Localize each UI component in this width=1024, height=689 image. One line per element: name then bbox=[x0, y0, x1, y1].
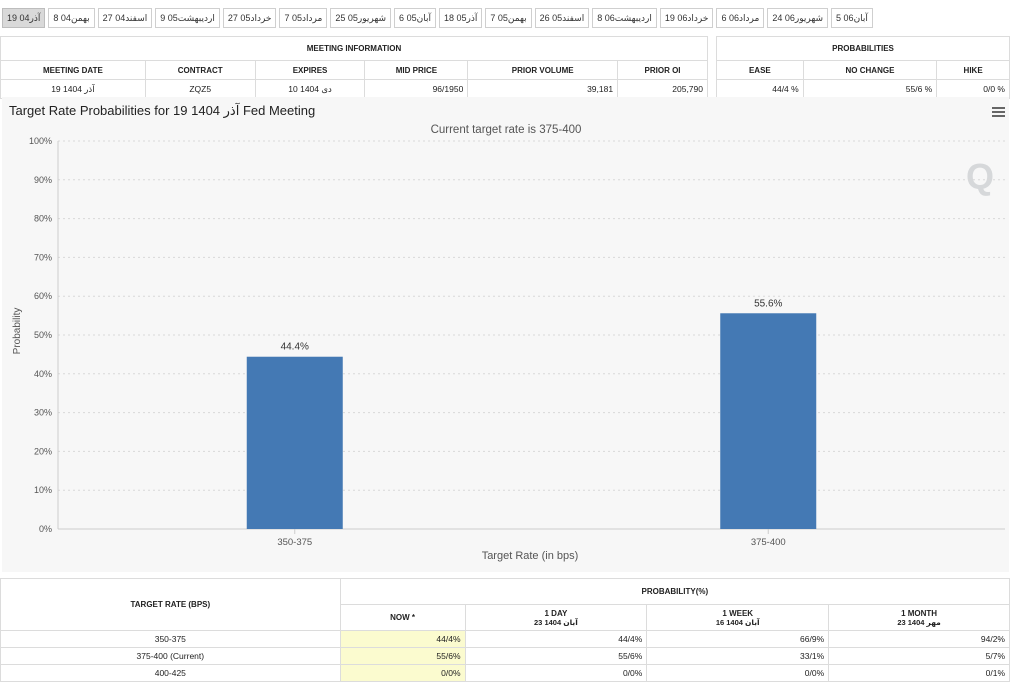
y-tick-label: 10% bbox=[34, 485, 52, 495]
chart-panel: Target Rate Probabilities for 19 آذر 140… bbox=[2, 97, 1009, 572]
period-header: 1 MONTH 23 مهر 1404 bbox=[828, 604, 1010, 631]
hike-value: 0/0 % bbox=[936, 79, 1010, 99]
y-tick-label: 40% bbox=[34, 369, 52, 379]
month-value: 94/2% bbox=[828, 630, 1010, 648]
bar-value-label: 55.6% bbox=[754, 298, 782, 309]
period-header: 1 DAY 23 آبان 1404 bbox=[464, 604, 648, 631]
col-header: CONTRACT bbox=[144, 60, 256, 80]
x-tick-label: 375-400 bbox=[751, 537, 786, 548]
contract: ZQZ5 bbox=[144, 79, 256, 99]
svg-text:Q: Q bbox=[966, 156, 994, 197]
week-value: 0/0% bbox=[646, 664, 830, 682]
meeting-tab[interactable]: آبان05 6 bbox=[394, 8, 436, 28]
meeting-tab[interactable]: آذر05 18 bbox=[438, 8, 483, 28]
probability-table: TARGET RATE (BPS) PROBABILITY(%) NOW * 1… bbox=[0, 578, 1011, 682]
y-tick-label: 80% bbox=[34, 214, 52, 224]
bar[interactable] bbox=[720, 313, 817, 529]
now-header: NOW * bbox=[339, 604, 466, 631]
now-value: 44/4% bbox=[339, 630, 466, 648]
target-rate: 350-375 bbox=[0, 630, 341, 648]
day-value: 0/0% bbox=[464, 664, 648, 682]
expires: 10 دی 1404 bbox=[254, 79, 366, 99]
week-value: 66/9% bbox=[646, 630, 830, 648]
col-header: MID PRICE bbox=[364, 60, 469, 80]
col-header: HIKE bbox=[936, 60, 1010, 80]
meeting-date: 19 آذر 1404 bbox=[0, 79, 146, 99]
day-value: 55/6% bbox=[464, 647, 648, 665]
meeting-tab[interactable]: اردیبهشت06 8 bbox=[592, 8, 657, 28]
meeting-tabs: 19 آذر04 بهمن04 8 اسفند04 27 اردیبهشت05 … bbox=[2, 8, 873, 28]
y-tick-label: 70% bbox=[34, 252, 52, 262]
meeting-tab[interactable]: خرداد06 19 bbox=[659, 8, 714, 28]
bar-value-label: 44.4% bbox=[281, 342, 309, 353]
prior-oi: 205,790 bbox=[617, 79, 708, 99]
mid-price: 96/1950 bbox=[364, 79, 469, 99]
y-tick-label: 50% bbox=[34, 330, 52, 340]
col-header: MEETING DATE bbox=[0, 60, 146, 80]
day-value: 44/4% bbox=[464, 630, 648, 648]
meeting-tab[interactable]: بهمن04 8 bbox=[48, 8, 95, 28]
table-row: 350-375 44/4% 44/4% 66/9% 94/2% bbox=[0, 630, 1010, 648]
month-value: 5/7% bbox=[828, 647, 1010, 665]
meeting-tab[interactable]: اردیبهشت05 9 bbox=[155, 8, 220, 28]
y-tick-label: 20% bbox=[34, 446, 52, 456]
meeting-tab[interactable]: بهمن05 7 bbox=[485, 8, 532, 28]
period-date: 23 آبان 1404 bbox=[534, 617, 578, 627]
chart-svg: Q Current target rate is 375-400 0% 10% 20… bbox=[12, 124, 1005, 562]
y-axis-label: Probability bbox=[12, 308, 23, 355]
ease-value: 44/4 % bbox=[716, 79, 804, 99]
month-value: 0/1% bbox=[828, 664, 1010, 682]
meeting-tab[interactable]: شهریور06 24 bbox=[767, 8, 829, 28]
bar[interactable] bbox=[246, 356, 343, 529]
meeting-tab[interactable]: شهریور05 25 bbox=[330, 8, 392, 28]
chart-title: Target Rate Probabilities for 19 آذر 140… bbox=[9, 103, 316, 118]
now-value: 0/0% bbox=[339, 664, 466, 682]
chart-subtitle: Current target rate is 375-400 bbox=[431, 124, 582, 136]
meeting-info-table: MEETING INFORMATION MEETING DATE CONTRAC… bbox=[0, 36, 708, 99]
col-header: EXPIRES bbox=[254, 60, 366, 80]
x-axis-label: Target Rate (in bps) bbox=[482, 550, 579, 562]
meeting-tab[interactable]: مرداد06 6 bbox=[716, 8, 765, 28]
q-watermark-icon: Q bbox=[966, 156, 994, 197]
meeting-tab[interactable]: اسفند05 26 bbox=[534, 8, 590, 28]
now-value: 55/6% bbox=[339, 647, 466, 665]
y-tick-label: 90% bbox=[34, 175, 52, 185]
no-change-value: 55/6 % bbox=[802, 79, 938, 99]
prior-volume: 39,181 bbox=[467, 79, 619, 99]
col-header: PRIOR OI bbox=[617, 60, 708, 80]
menu-icon[interactable] bbox=[992, 107, 1005, 118]
period-label: 1 DAY bbox=[544, 608, 568, 618]
col-header: EASE bbox=[716, 60, 804, 80]
y-tick-label: 60% bbox=[34, 291, 52, 301]
col-header: PRIOR VOLUME bbox=[467, 60, 619, 80]
target-rate: 400-425 bbox=[0, 664, 341, 682]
meeting-tab[interactable]: 19 آذر04 bbox=[2, 8, 46, 28]
table-row: 400-425 0/0% 0/0% 0/0% 0/1% bbox=[0, 664, 1010, 682]
target-rate-header: TARGET RATE (BPS) bbox=[0, 578, 341, 631]
meeting-tab[interactable]: خرداد05 27 bbox=[222, 8, 277, 28]
y-tick-label: 30% bbox=[34, 408, 52, 418]
target-rate: 375-400 (Current) bbox=[0, 647, 341, 665]
probability-header: PROBABILITY(%) bbox=[339, 578, 1011, 605]
period-header: 1 WEEK 16 آبان 1404 bbox=[646, 604, 830, 631]
week-value: 33/1% bbox=[646, 647, 830, 665]
period-date: 16 آبان 1404 bbox=[715, 617, 760, 627]
probabilities-table: PROBABILITIES EASE NO CHANGE HIKE 44/4 %… bbox=[716, 36, 1010, 99]
period-label: 1 MONTH bbox=[901, 608, 938, 618]
meeting-tab[interactable]: اسفند04 27 bbox=[97, 8, 153, 28]
probabilities-title: PROBABILITIES bbox=[716, 36, 1010, 61]
y-tick-label: 100% bbox=[29, 136, 52, 146]
table-row: 375-400 (Current) 55/6% 55/6% 33/1% 5/7% bbox=[0, 647, 1010, 665]
meeting-tab[interactable]: آبان06 5 bbox=[831, 8, 873, 28]
meeting-info-title: MEETING INFORMATION bbox=[0, 36, 708, 61]
period-label: 1 WEEK bbox=[722, 608, 754, 618]
y-tick-label: 0% bbox=[39, 524, 52, 534]
col-header: NO CHANGE bbox=[802, 60, 938, 80]
period-date: 23 مهر 1404 bbox=[897, 617, 941, 627]
meeting-tab[interactable]: مرداد05 7 bbox=[279, 8, 328, 28]
x-tick-label: 350-375 bbox=[277, 537, 312, 548]
